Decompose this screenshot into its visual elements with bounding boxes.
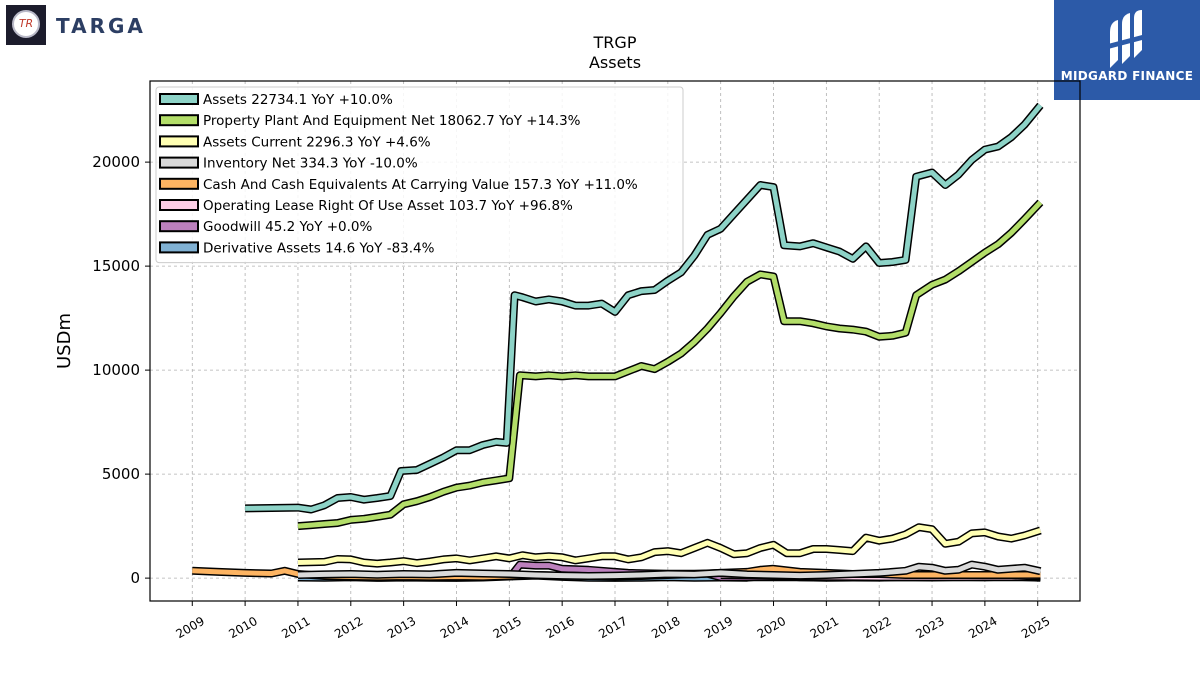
x-tick-label: 2009 xyxy=(174,614,207,641)
legend-swatch xyxy=(159,156,199,169)
x-tick-label: 2018 xyxy=(649,614,682,641)
x-tick-label: 2010 xyxy=(226,614,259,641)
targa-logo-initials: TR xyxy=(12,10,40,38)
x-tick-label: 2020 xyxy=(755,614,788,641)
series-line xyxy=(297,524,1042,567)
legend-box xyxy=(155,86,684,264)
chart-subtitle: Assets xyxy=(588,53,642,72)
x-tick-label: 2015 xyxy=(491,614,524,641)
x-tick-label: 2022 xyxy=(860,614,893,641)
x-tick-label: 2017 xyxy=(596,614,629,641)
legend-label: Derivative Assets 14.6 YoY -83.4% xyxy=(203,240,435,256)
legend-swatch xyxy=(159,220,199,233)
x-tick-label: 2013 xyxy=(385,614,418,641)
x-tick-label: 2011 xyxy=(279,614,312,641)
midgard-finance-logo: MIDGARD FINANCE xyxy=(1054,0,1200,100)
midgard-logo-text: MIDGARD FINANCE xyxy=(1060,69,1194,83)
legend-label: Property Plant And Equipment Net 18062.7… xyxy=(203,113,581,129)
legend-label: Inventory Net 334.3 YoY -10.0% xyxy=(203,156,418,172)
legend-label: Assets 22734.1 YoY +10.0% xyxy=(203,92,393,108)
y-tick-label: 20000 xyxy=(92,153,140,171)
x-tick-label: 2019 xyxy=(702,614,735,641)
x-tick-label: 2014 xyxy=(438,614,471,641)
y-axis-label: USDm xyxy=(54,313,75,369)
legend-label: Operating Lease Right Of Use Asset 103.7… xyxy=(203,198,573,214)
series-line xyxy=(245,103,1043,512)
x-tick-label: 2016 xyxy=(543,614,576,641)
legend-swatch xyxy=(159,177,199,190)
x-tick-label: 2024 xyxy=(966,614,999,641)
legend-swatch xyxy=(159,241,199,254)
legend-swatch xyxy=(159,199,199,211)
midgard-logo-icon xyxy=(1108,10,1146,68)
series-line xyxy=(297,562,1041,579)
x-tick-label: 2012 xyxy=(332,614,365,641)
legend-label: Cash And Cash Equivalents At Carrying Va… xyxy=(203,177,638,193)
x-tick-label: 2025 xyxy=(1019,614,1052,641)
y-tick-label: 5000 xyxy=(102,465,140,483)
legend-swatch xyxy=(159,114,199,127)
x-tick-label: 2021 xyxy=(808,614,841,641)
series-outline xyxy=(297,523,1042,568)
series-group xyxy=(192,102,1044,582)
y-tick-label: 0 xyxy=(130,569,140,587)
legend-swatch xyxy=(159,135,199,148)
series-line xyxy=(297,200,1043,529)
chart-title: TRGP xyxy=(593,33,637,52)
legend-label: Assets Current 2296.3 YoY +4.6% xyxy=(203,134,431,150)
targa-logo-mark: TR xyxy=(6,5,46,45)
legend-swatch xyxy=(159,93,199,105)
legend-label: Goodwill 45.2 YoY +0.0% xyxy=(203,219,373,235)
targa-logo: TR TARGA xyxy=(6,5,156,47)
x-tick-label: 2023 xyxy=(913,614,946,641)
y-tick-label: 10000 xyxy=(92,361,140,379)
targa-logo-text: TARGA xyxy=(56,14,146,38)
y-tick-label: 15000 xyxy=(92,257,140,275)
